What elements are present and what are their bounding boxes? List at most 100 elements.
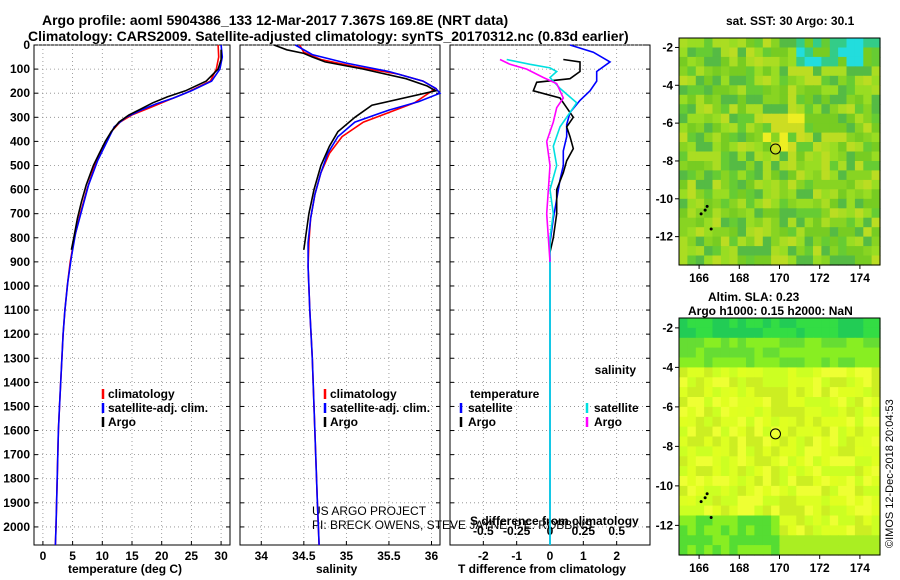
sst-map-cell — [754, 255, 764, 266]
sst-map-cell — [729, 189, 739, 200]
sla-map-cell — [771, 426, 781, 438]
sst-map-cell — [679, 104, 688, 115]
sla-map-cell — [787, 446, 797, 457]
sst-map-argo-marker — [769, 143, 781, 155]
sst-map-cell — [821, 227, 831, 238]
sst-map-cell — [695, 198, 705, 209]
sst-map-cell — [846, 104, 856, 115]
sst-map-cell — [796, 208, 806, 219]
sla-map-cell — [821, 495, 831, 507]
sst-map-cell — [813, 189, 822, 200]
sst-map-cell — [829, 217, 839, 228]
sst-map-cell — [804, 66, 814, 77]
sla-map-cell — [737, 318, 747, 329]
sst-map-cell — [829, 75, 839, 86]
sla-map-cell — [779, 505, 789, 517]
sst-map-cell — [863, 236, 873, 247]
sst-map-cell — [695, 56, 705, 67]
sst-map-cell — [737, 217, 747, 228]
sst-map-cell — [720, 104, 730, 115]
sst-map-cell — [746, 132, 755, 143]
sst-map-cell — [871, 38, 881, 49]
sla-map-cell — [695, 318, 705, 329]
sst-map-cell — [762, 94, 772, 105]
sla-map-cell — [779, 318, 789, 329]
sla-map-cell — [787, 337, 797, 349]
sla-map-cell — [746, 485, 755, 497]
sla-map-cell — [829, 545, 839, 556]
sst-map-cell — [771, 227, 781, 238]
sst-map-cell — [796, 113, 806, 124]
sla-map-cell — [712, 525, 722, 536]
depth-tick-label: 1200 — [3, 327, 30, 341]
sst-map-cell — [846, 38, 856, 49]
sst-map-cell — [720, 142, 730, 153]
sst-map-cell — [821, 132, 831, 143]
sst-map-cell — [854, 94, 864, 105]
sst-map-cell — [754, 198, 764, 209]
sst-map-cell — [821, 47, 831, 58]
sst-map-cell — [771, 47, 781, 58]
temperature-xtick-label: 25 — [185, 549, 199, 563]
sla-map-cell — [787, 515, 797, 526]
sla-map-cell — [813, 505, 822, 517]
sst-map-cell — [779, 217, 789, 228]
sla-map-cell — [871, 476, 881, 487]
sla-map-cell — [687, 446, 697, 457]
sla-map-cell — [787, 476, 797, 487]
sst-map-cell — [704, 85, 714, 96]
sla-map-cell — [695, 357, 705, 368]
sla-map-cell — [754, 436, 764, 447]
sst-map-cell — [679, 75, 688, 86]
sla-map-cell — [695, 377, 705, 388]
sst-map-cell — [695, 255, 705, 266]
sst-map-cell — [720, 255, 730, 266]
sla-map-cell — [838, 436, 848, 447]
sst-map-cell — [846, 75, 856, 86]
sst-map-cell — [871, 208, 881, 219]
sst-map-cell — [863, 142, 873, 153]
difference-top-tick-label: -0.25 — [503, 524, 531, 538]
legend-label: climatology — [330, 387, 397, 401]
sst-map-cell — [871, 217, 881, 228]
sst-map-cell — [695, 246, 705, 257]
sst-map-cell — [771, 123, 781, 134]
sst-map-cell — [679, 56, 688, 67]
sla-map-cell — [796, 327, 806, 339]
depth-tick-label: 1400 — [3, 375, 30, 389]
sst-map-cell — [687, 170, 697, 181]
sst-map-cell — [804, 208, 814, 219]
depth-tick-label: 500 — [10, 158, 30, 172]
sst-map-cell — [813, 85, 822, 96]
sst-map-cell — [754, 56, 764, 67]
sla-map-cell — [695, 367, 705, 378]
sla-map-cell — [720, 347, 730, 359]
sst-map-cell — [863, 75, 873, 86]
sla-map-cell — [804, 347, 814, 359]
sst-map-cell — [679, 217, 688, 228]
sla-map-cell — [846, 495, 856, 507]
sla-map-cell — [729, 436, 739, 447]
sla-map-cell — [829, 347, 839, 359]
salinity-series-satellite-adj-clim- — [294, 44, 442, 546]
sla-map-cell — [737, 426, 747, 438]
sst-map-cell — [854, 255, 864, 266]
sla-map-cell — [754, 495, 764, 507]
sla-map-cell — [813, 337, 822, 349]
sla-map-cell — [746, 357, 755, 368]
sla-map-cell — [787, 387, 797, 398]
sla-map-cell — [779, 416, 789, 428]
sla-map-cell — [762, 357, 772, 368]
sst-map-cell — [754, 85, 764, 96]
sst-map-cell — [804, 38, 814, 49]
sst-map-cell — [687, 38, 697, 49]
sst-map-cell — [804, 113, 814, 124]
sst-map-cell — [829, 170, 839, 181]
sla-map-cell — [720, 436, 730, 447]
sst-map-cell — [771, 208, 781, 219]
sla-map-cell — [821, 466, 831, 477]
sst-map-cell — [695, 189, 705, 200]
sla-map-cell — [829, 535, 839, 546]
sla-map-cell — [746, 327, 755, 339]
depth-tick-label: 100 — [10, 62, 30, 76]
